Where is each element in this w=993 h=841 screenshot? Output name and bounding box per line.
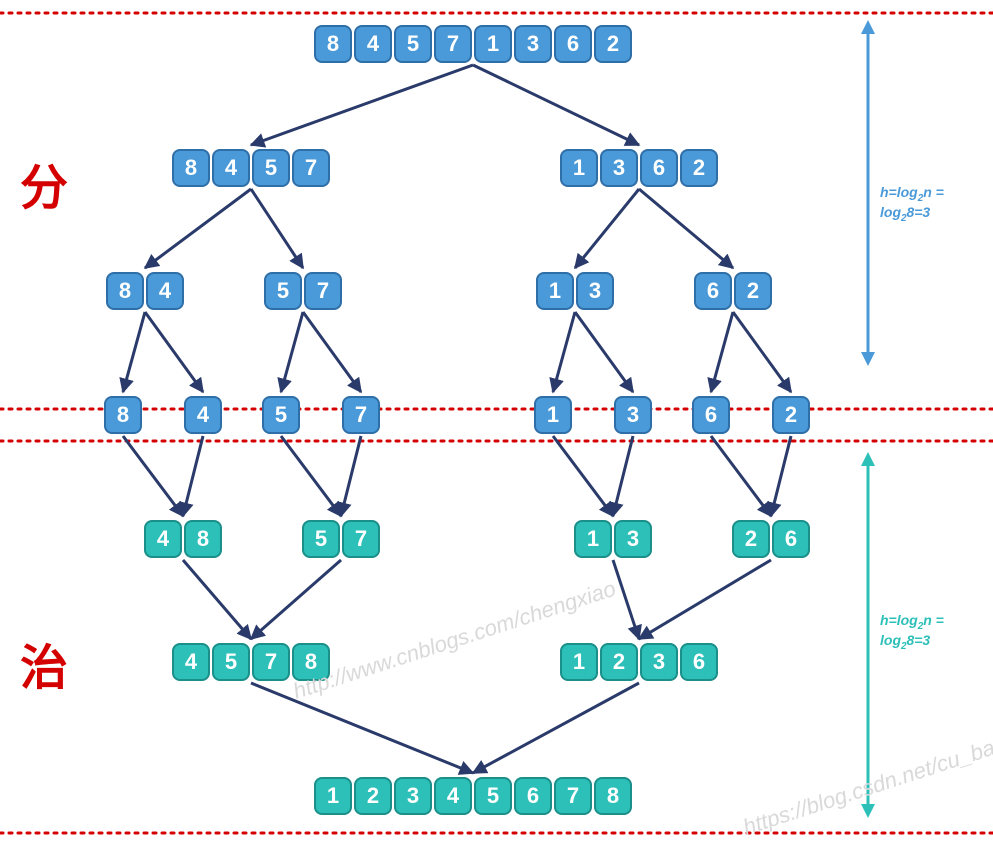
array-cell: 8	[184, 520, 222, 558]
array-cell: 7	[342, 520, 380, 558]
array-cell: 5	[262, 396, 300, 434]
array-cell: 4	[354, 25, 392, 63]
array-cell: 6	[680, 643, 718, 681]
array-cell: 1	[574, 520, 612, 558]
array-cell: 2	[600, 643, 638, 681]
phase-label: 治	[20, 628, 68, 698]
array-cell: 8	[104, 396, 142, 434]
array-cell: 7	[434, 25, 472, 63]
array-cell: 3	[614, 396, 652, 434]
array-cell: 1	[560, 643, 598, 681]
array-cell: 4	[212, 149, 250, 187]
array-cell: 3	[394, 777, 432, 815]
array-cell: 2	[732, 520, 770, 558]
array-cell: 1	[474, 25, 512, 63]
array-cell: 6	[640, 149, 678, 187]
array-cell: 6	[514, 777, 552, 815]
array-cell: 8	[594, 777, 632, 815]
array-cell: 7	[292, 149, 330, 187]
array-cell: 5	[264, 272, 302, 310]
array-cell: 5	[212, 643, 250, 681]
array-cell: 7	[342, 396, 380, 434]
array-cell: 3	[576, 272, 614, 310]
watermark: http://www.cnblogs.com/chengxiao	[290, 576, 619, 705]
array-cell: 3	[640, 643, 678, 681]
array-cell: 2	[734, 272, 772, 310]
backdrop-svg	[0, 0, 993, 836]
array-cell: 1	[536, 272, 574, 310]
watermark: https://blog.csdn.net/cu_bao	[740, 731, 993, 841]
diagram-canvas: 8457136284571362845713628457136248571326…	[0, 0, 993, 836]
array-cell: 1	[314, 777, 352, 815]
array-cell: 7	[252, 643, 290, 681]
array-cell: 2	[594, 25, 632, 63]
array-cell: 6	[772, 520, 810, 558]
array-cell: 1	[560, 149, 598, 187]
array-cell: 8	[106, 272, 144, 310]
array-cell: 8	[314, 25, 352, 63]
array-cell: 3	[514, 25, 552, 63]
array-cell: 5	[302, 520, 340, 558]
array-cell: 5	[474, 777, 512, 815]
phase-label: 分	[20, 148, 68, 218]
array-cell: 4	[144, 520, 182, 558]
complexity-annotation: h=log2n = log28=3	[880, 184, 993, 224]
array-cell: 2	[680, 149, 718, 187]
array-cell: 6	[694, 272, 732, 310]
array-cell: 1	[534, 396, 572, 434]
array-cell: 4	[146, 272, 184, 310]
array-cell: 7	[554, 777, 592, 815]
array-cell: 5	[394, 25, 432, 63]
array-cell: 3	[614, 520, 652, 558]
array-cell: 3	[600, 149, 638, 187]
array-cell: 6	[554, 25, 592, 63]
array-cell: 6	[692, 396, 730, 434]
array-cell: 7	[304, 272, 342, 310]
array-cell: 4	[172, 643, 210, 681]
array-cell: 8	[292, 643, 330, 681]
complexity-annotation: h=log2n = log28=3	[880, 612, 993, 652]
array-cell: 5	[252, 149, 290, 187]
array-cell: 8	[172, 149, 210, 187]
array-cell: 2	[354, 777, 392, 815]
array-cell: 4	[434, 777, 472, 815]
array-cell: 4	[184, 396, 222, 434]
array-cell: 2	[772, 396, 810, 434]
